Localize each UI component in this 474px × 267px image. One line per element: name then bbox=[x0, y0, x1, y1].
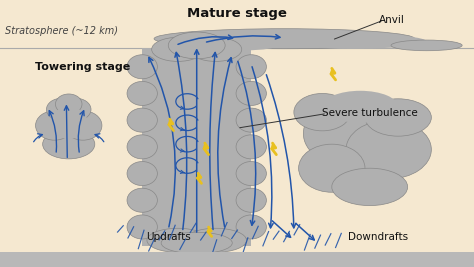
Ellipse shape bbox=[50, 107, 88, 139]
Polygon shape bbox=[330, 68, 336, 80]
Ellipse shape bbox=[236, 108, 266, 132]
Ellipse shape bbox=[185, 228, 246, 252]
Ellipse shape bbox=[127, 215, 157, 239]
Ellipse shape bbox=[152, 37, 204, 61]
Text: Updrafts: Updrafts bbox=[146, 232, 191, 242]
Polygon shape bbox=[271, 143, 276, 155]
Ellipse shape bbox=[365, 99, 431, 136]
Polygon shape bbox=[197, 173, 201, 183]
Bar bbox=[0, 252, 474, 267]
Ellipse shape bbox=[284, 34, 427, 49]
Bar bbox=[142, 48, 251, 246]
Ellipse shape bbox=[64, 111, 102, 140]
Ellipse shape bbox=[61, 98, 91, 121]
Ellipse shape bbox=[236, 162, 266, 186]
Ellipse shape bbox=[127, 162, 157, 186]
Ellipse shape bbox=[294, 93, 351, 131]
Ellipse shape bbox=[147, 228, 209, 252]
Ellipse shape bbox=[303, 100, 398, 167]
Ellipse shape bbox=[236, 215, 266, 239]
Ellipse shape bbox=[236, 135, 266, 159]
Ellipse shape bbox=[236, 55, 266, 79]
Text: Stratosphere (~12 km): Stratosphere (~12 km) bbox=[5, 26, 118, 36]
Ellipse shape bbox=[127, 135, 157, 159]
Ellipse shape bbox=[154, 29, 415, 49]
Ellipse shape bbox=[332, 168, 408, 206]
Ellipse shape bbox=[299, 144, 365, 192]
Ellipse shape bbox=[236, 188, 266, 212]
Text: Mature stage: Mature stage bbox=[187, 7, 287, 20]
Text: Downdrafts: Downdrafts bbox=[348, 232, 409, 242]
Polygon shape bbox=[207, 227, 211, 237]
Ellipse shape bbox=[190, 35, 284, 51]
Ellipse shape bbox=[36, 111, 73, 140]
Polygon shape bbox=[168, 119, 173, 131]
Ellipse shape bbox=[127, 55, 157, 79]
Polygon shape bbox=[203, 143, 209, 155]
Ellipse shape bbox=[168, 32, 225, 59]
Ellipse shape bbox=[46, 98, 77, 121]
Ellipse shape bbox=[391, 40, 462, 51]
Ellipse shape bbox=[127, 108, 157, 132]
Ellipse shape bbox=[346, 120, 431, 179]
Text: Anvil: Anvil bbox=[379, 15, 405, 25]
Ellipse shape bbox=[190, 37, 242, 61]
Ellipse shape bbox=[127, 81, 157, 105]
Ellipse shape bbox=[55, 94, 82, 114]
Ellipse shape bbox=[161, 232, 232, 254]
Text: Towering stage: Towering stage bbox=[36, 62, 130, 72]
Ellipse shape bbox=[322, 91, 398, 123]
Ellipse shape bbox=[127, 188, 157, 212]
Text: Severe turbulence: Severe turbulence bbox=[322, 108, 418, 119]
Ellipse shape bbox=[43, 129, 95, 159]
Ellipse shape bbox=[236, 81, 266, 105]
